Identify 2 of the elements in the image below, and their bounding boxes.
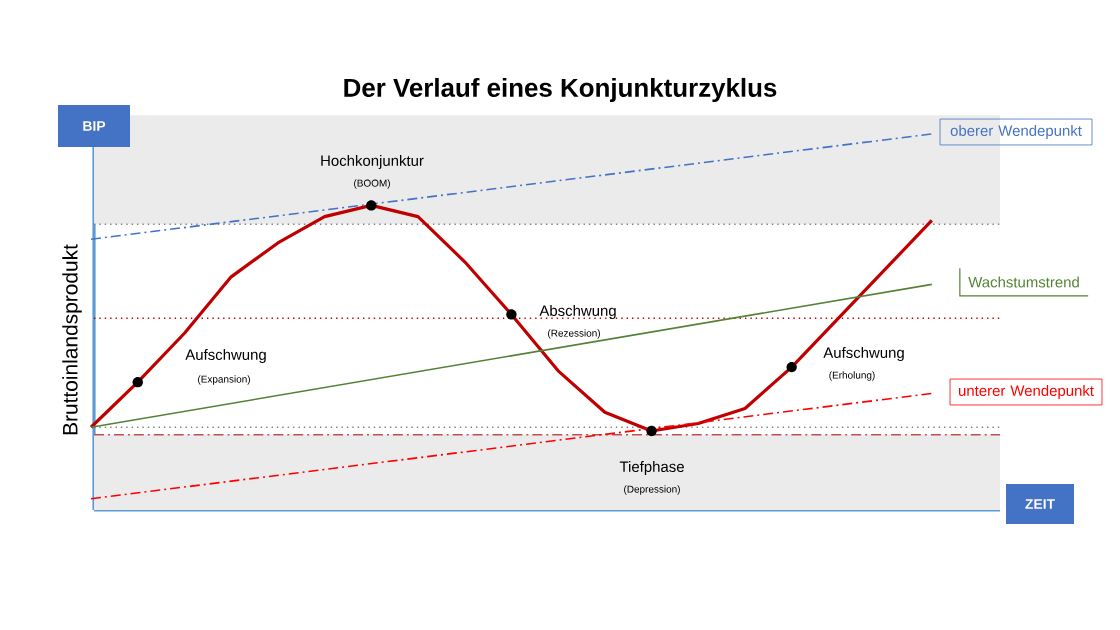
- y-axis-title: Bruttoinlandsprodukt: [62, 244, 82, 435]
- chart-title: Der Verlauf eines Konjunkturzyklus: [344, 77, 777, 103]
